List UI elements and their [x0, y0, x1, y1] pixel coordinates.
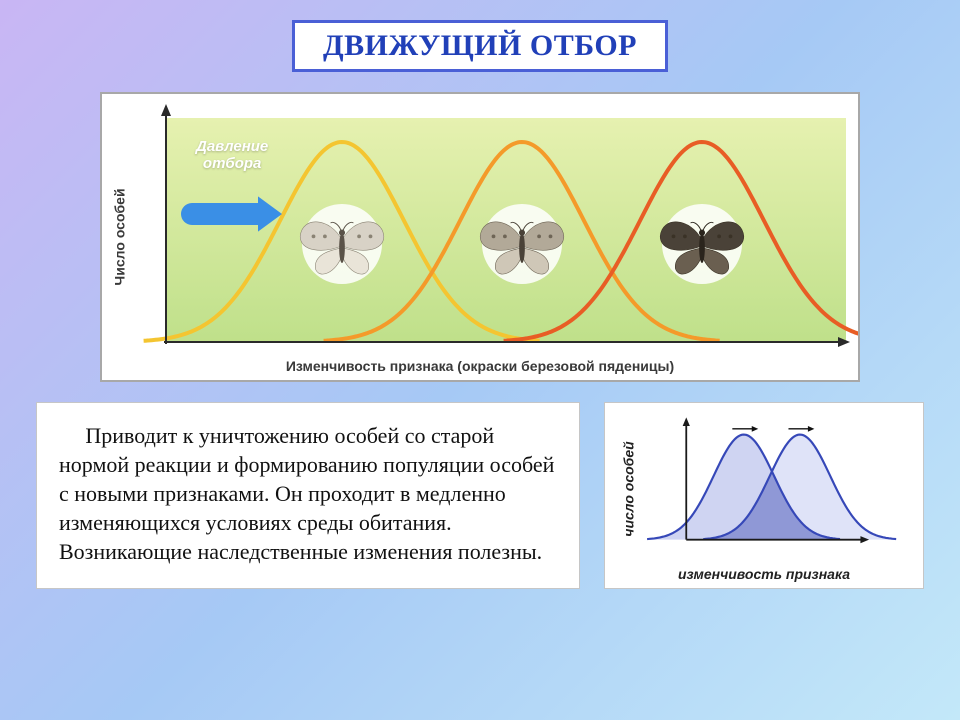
page-title: ДВИЖУЩИЙ ОТБОР — [292, 20, 668, 72]
bottom-row: Приводит к уничтожению особей со старой … — [36, 402, 924, 589]
pressure-label: Давление отбора — [196, 138, 268, 173]
small-chart-x-label: изменчивость признака — [617, 564, 911, 582]
main-chart-x-label: Изменчивость признака (окраски березовой… — [286, 358, 674, 374]
small-chart-svg — [617, 413, 911, 564]
main-chart: Число особей Изменчивость признака (окра… — [100, 92, 860, 382]
description-card: Приводит к уничтожению особей со старой … — [36, 402, 580, 589]
description-text: Приводит к уничтожению особей со старой … — [59, 423, 554, 564]
small-chart-y-label: число особей — [621, 441, 637, 536]
small-chart: число особей изменчивость признака — [604, 402, 924, 589]
main-chart-y-label: Число особей — [112, 188, 128, 285]
